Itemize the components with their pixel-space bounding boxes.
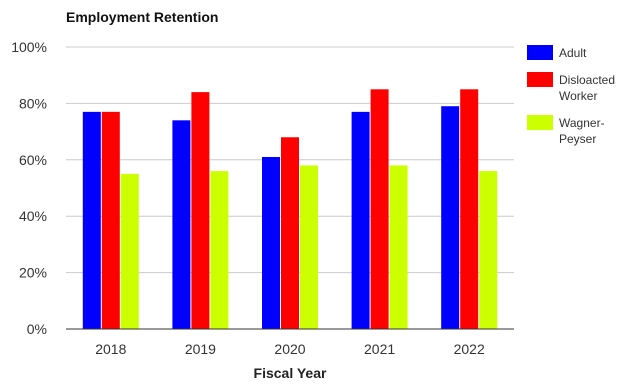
legend-label: Wagner- [559,116,605,130]
x-tick-label: 2021 [364,341,395,357]
chart-title: Employment Retention [66,9,218,25]
bars [82,89,498,330]
x-tick-label: 2019 [185,341,216,357]
bar-adult-2020 [262,156,280,329]
bar-wagner-peyser-2019 [210,171,229,329]
bar-wagner-peyser-2018 [120,173,139,329]
legend-label: Disloacted [559,73,615,87]
bar-disloacted-worker-2020 [281,137,299,329]
bar-wagner-peyser-2022 [479,171,498,329]
bar-wagner-peyser-2020 [300,165,318,329]
bar-adult-2018 [82,111,101,329]
legend-label: Worker [559,89,597,103]
x-axis-title: Fiscal Year [254,365,327,381]
y-tick-label: 40% [19,208,47,224]
y-axis-ticks: 0% 20% 40% 60% 80% 100% [11,39,47,337]
legend: Adult Disloacted Worker Wagner- Peyser [527,45,615,146]
bar-disloacted-worker-2022 [460,89,479,329]
y-tick-label: 80% [19,95,47,111]
bar-adult-2022 [441,106,460,329]
legend-swatch [527,72,553,87]
y-tick-label: 60% [19,152,47,168]
legend-label: Peyser [559,132,596,146]
x-tick-label: 2020 [274,341,305,357]
bar-adult-2019 [172,120,191,329]
bar-wagner-peyser-2021 [389,165,408,329]
y-tick-label: 100% [11,39,47,55]
bar-adult-2021 [351,111,370,329]
x-axis-ticks: 2018 2019 2020 2021 2022 [95,341,485,357]
x-tick-label: 2018 [95,341,126,357]
bar-disloacted-worker-2019 [191,92,210,330]
bar-disloacted-worker-2018 [101,111,120,329]
bar-disloacted-worker-2021 [370,89,389,329]
y-tick-label: 0% [27,321,47,337]
legend-label: Adult [559,46,587,60]
x-tick-label: 2022 [454,341,485,357]
legend-swatch [527,115,553,130]
y-tick-label: 20% [19,265,47,281]
legend-swatch [527,45,553,60]
